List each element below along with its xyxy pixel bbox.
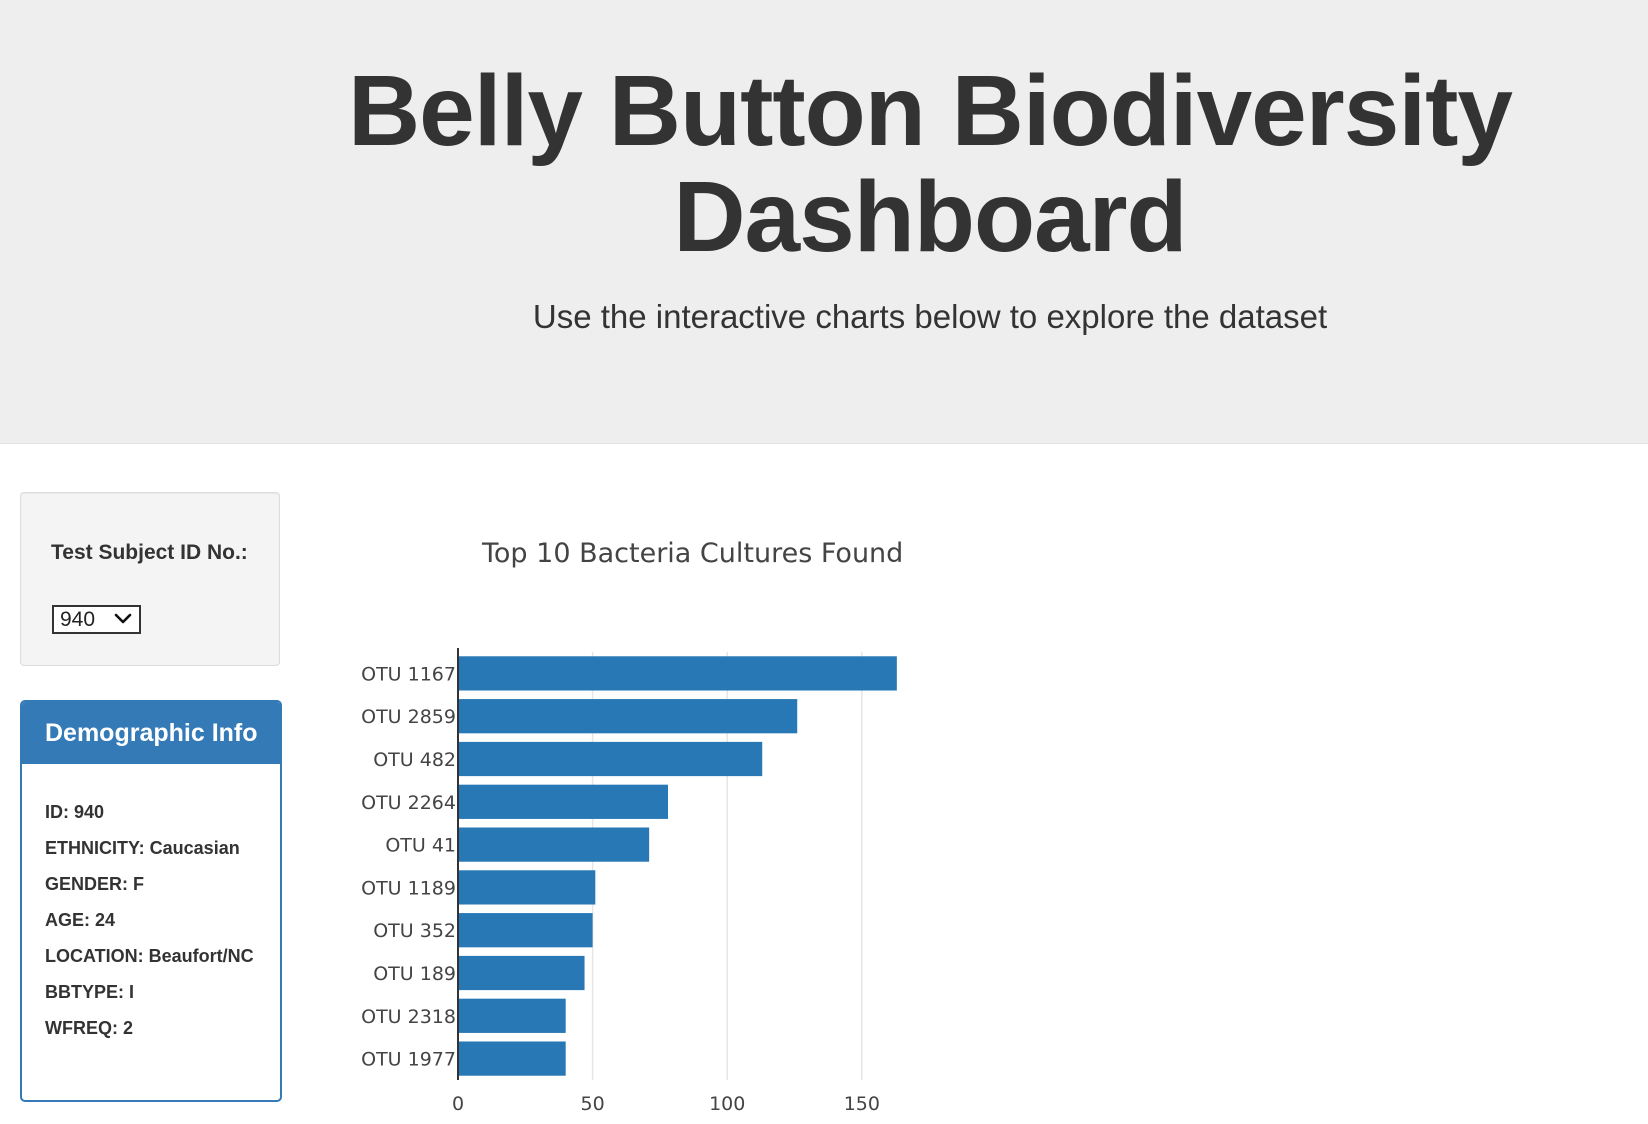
subject-selector-label: Test Subject ID No.: [51,541,248,564]
chart-bar[interactable] [458,1041,566,1076]
demographic-info-heading: Demographic Info [22,702,280,764]
top10-bar-chart-svg: Top 10 Bacteria Cultures Found OTU 1167O… [361,538,903,1115]
chart-y-tick-labels: OTU 1167 OTU 2859 OTU 482 OTU 2264 OTU 41 OTU… [361,663,456,1070]
chart-bar[interactable] [458,913,593,948]
chart-y-tick-label: OTU 1977 [361,1049,456,1071]
demographic-info-item: WFREQ: 2 [45,1018,133,1038]
demographic-info-item: ID: 940 [45,802,105,822]
chart-bar[interactable] [458,784,668,819]
subject-selector-well: Test Subject ID No.: 940 [20,492,280,666]
demographic-info-item: ETHNICITY: Caucasian [45,838,240,858]
page-title-line1: Belly Button Biodiversity [347,55,1513,167]
chart-x-tick-label: 0 [452,1093,464,1115]
chart-x-tick-label: 100 [709,1093,745,1115]
chart-y-tick-label: OTU 1189 [361,877,456,899]
page-title-line2: Dashboard [673,161,1187,273]
demographic-info-item: BBTYPE: I [45,982,135,1002]
chart-bar[interactable] [458,656,897,691]
chart-y-tick-label: OTU 2264 [361,792,456,814]
page-title: Belly Button Biodiversity Dashboard [330,58,1530,270]
page-subtitle: Use the interactive charts below to expl… [532,298,1328,335]
demographic-info-list: ID: 940 ETHNICITY: Caucasian GENDER: F AGE:… [45,802,270,1054]
chart-bar[interactable] [458,741,763,777]
chart-y-tick-label: OTU 1167 [361,663,456,685]
demographic-info-item: AGE: 24 [45,910,116,930]
chart-x-tick-label: 150 [844,1093,880,1115]
chart-bar[interactable] [458,955,585,991]
chart-y-tick-label: OTU 189 [373,963,456,985]
demographic-info-item: LOCATION: Beaufort/NC [45,946,254,966]
chart-x-tick-label: 50 [581,1093,605,1115]
top10-bar-chart: Top 10 Bacteria Cultures Found OTU 1167 O… [330,520,950,1124]
chart-y-tick-label: OTU 352 [373,920,456,942]
subject-id-selected-value: 940 [60,608,96,631]
chart-y-tick-label: OTU 2859 [361,706,456,728]
chart-bar[interactable] [458,699,798,734]
chart-title: Top 10 Bacteria Cultures Found [481,538,903,569]
chart-x-tick-labels: 0 50 100 150 [452,1093,880,1115]
demographic-info-item: GENDER: F [45,874,144,894]
chart-bar[interactable] [458,870,596,905]
header-jumbotron: Belly Button Biodiversity Dashboard Use … [0,0,1648,444]
demographic-info-panel: Demographic Info ID: 940 ETHNICITY: Cauca… [20,700,282,1102]
chevron-down-icon [114,613,132,624]
chart-bar[interactable] [458,827,650,862]
chart-bar[interactable] [458,998,566,1033]
chart-bars [458,656,897,1076]
chart-y-tick-label: OTU 2318 [361,1006,456,1028]
chart-y-tick-label: OTU 41 [385,835,456,857]
subject-id-dropdown[interactable]: 940 [52,605,141,634]
chart-y-tick-label: OTU 482 [373,749,456,771]
